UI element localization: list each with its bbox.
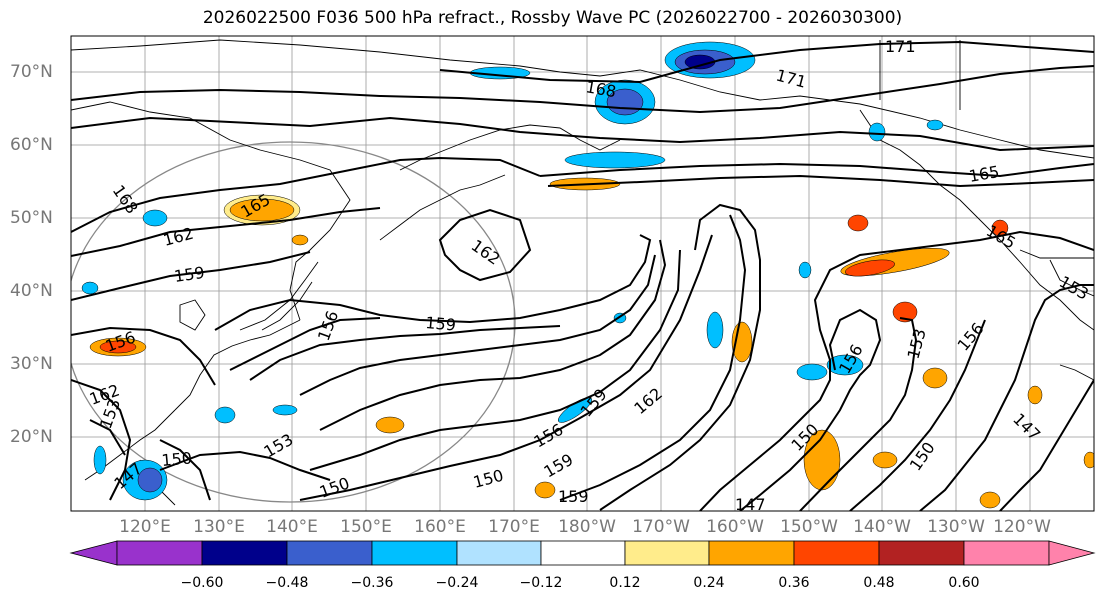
contour-label-group: 171 171 168 168 165 165 165 162 162 162 … (87, 37, 1092, 514)
contour-label: 150 (906, 438, 939, 474)
lon-label-150w: 150°W (780, 517, 838, 537)
colorbar (69, 540, 1096, 566)
colorbar-tick: −0.60 (180, 575, 224, 591)
lon-label-120e: 120°E (119, 517, 171, 537)
lon-label-170e: 170°E (488, 517, 540, 537)
gridlines (71, 36, 1094, 511)
lat-label-60n: 60°N (10, 135, 53, 155)
contour-label: 156 (531, 420, 567, 452)
colorbar-tick: 0.24 (693, 575, 725, 591)
contour-label: 156 (314, 308, 342, 343)
contour-label: 147 (1009, 409, 1044, 444)
contour-label: 153 (904, 327, 930, 361)
colorbar-tick: 0.36 (778, 575, 810, 591)
lon-label-160e: 160°E (414, 517, 466, 537)
lon-label-140w: 140°W (853, 517, 911, 537)
lon-label-130e: 130°E (193, 517, 245, 537)
lon-label-120w: 120°W (993, 517, 1051, 537)
colorbar-low-arrow (69, 540, 118, 566)
anomaly-shading (81, 41, 1094, 509)
lat-label-50n: 50°N (10, 208, 53, 228)
contour-label: 165 (967, 162, 1000, 186)
lon-label-170w: 170°W (632, 517, 690, 537)
contour-label: 162 (468, 236, 504, 269)
colorbar-tick: 0.48 (863, 575, 895, 591)
contour-label: 159 (425, 313, 457, 335)
map-title: 2026022500 F036 500 hPa refract., Rossby… (202, 8, 903, 28)
contours (71, 40, 1094, 511)
contour-label: 150 (471, 466, 505, 492)
lon-label-150e: 150°E (340, 517, 392, 537)
coastlines (71, 39, 1094, 506)
lon-label-140e: 140°E (266, 517, 318, 537)
colorbar-tick: −0.48 (265, 575, 309, 591)
lon-label-180w: 180°W (558, 517, 616, 537)
colorbar-tick: −0.36 (350, 575, 394, 591)
contour-label: 159 (541, 450, 577, 482)
contour-label: 171 (774, 66, 808, 92)
lon-label-160w: 160°W (706, 517, 764, 537)
contour-label: 171 (885, 37, 916, 56)
contour-label: 165 (983, 221, 1019, 253)
contour-label: 153 (1056, 272, 1092, 304)
lon-label-130w: 130°W (927, 517, 985, 537)
lat-label-40n: 40°N (10, 281, 53, 301)
contour-label: 159 (173, 263, 206, 286)
lat-label-30n: 30°N (10, 354, 53, 374)
colorbar-tick: −0.12 (519, 575, 563, 591)
contour-label: 147 (735, 495, 766, 514)
wave-region-circle (71, 141, 516, 503)
map-frame (70, 35, 1095, 512)
contour-label: 159 (577, 385, 611, 421)
contour-label: 168 (584, 77, 617, 101)
colorbar-tick: 0.12 (609, 575, 641, 591)
colorbar-tick: 0.60 (948, 575, 980, 591)
contour-label: 162 (161, 224, 195, 250)
contour-label: 150 (161, 448, 193, 470)
colorbar-tick: −0.24 (435, 575, 479, 591)
lat-label-70n: 70°N (10, 62, 53, 82)
colorbar-high-arrow (1048, 540, 1096, 566)
contour-label: 159 (558, 487, 589, 506)
lat-label-20n: 20°N (10, 427, 53, 447)
